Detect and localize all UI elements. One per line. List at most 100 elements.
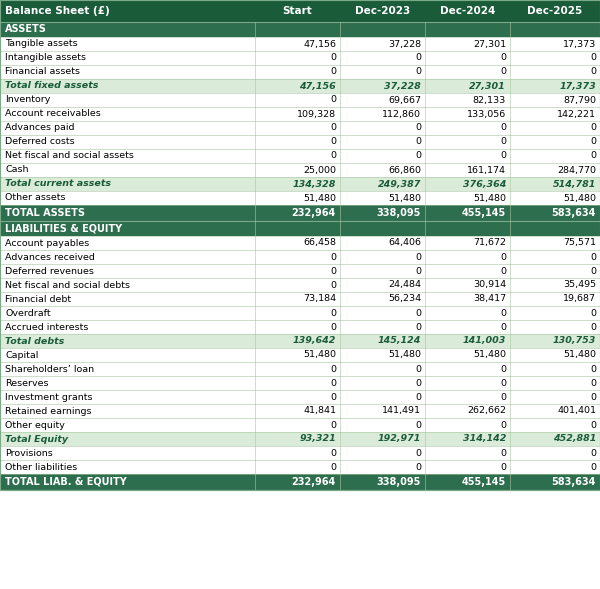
Text: 0: 0 bbox=[415, 379, 421, 388]
Text: 141,491: 141,491 bbox=[382, 406, 421, 415]
Text: 232,964: 232,964 bbox=[292, 208, 336, 218]
Text: 66,860: 66,860 bbox=[388, 166, 421, 174]
Text: 0: 0 bbox=[590, 309, 596, 317]
Text: 0: 0 bbox=[330, 421, 336, 429]
Text: 112,860: 112,860 bbox=[382, 110, 421, 118]
Text: 262,662: 262,662 bbox=[467, 406, 506, 415]
Text: 30,914: 30,914 bbox=[473, 280, 506, 290]
Text: 0: 0 bbox=[415, 54, 421, 62]
Bar bbox=[0, 320, 600, 334]
Text: 0: 0 bbox=[330, 68, 336, 77]
Text: 0: 0 bbox=[415, 448, 421, 458]
Text: 0: 0 bbox=[415, 68, 421, 77]
Text: Investment grants: Investment grants bbox=[5, 392, 92, 402]
Text: 0: 0 bbox=[500, 365, 506, 373]
Text: Cash: Cash bbox=[5, 166, 29, 174]
Bar bbox=[0, 236, 600, 250]
Text: Account receivables: Account receivables bbox=[5, 110, 101, 118]
Text: 56,234: 56,234 bbox=[388, 294, 421, 303]
Text: 73,184: 73,184 bbox=[303, 294, 336, 303]
Bar bbox=[0, 432, 600, 446]
Bar bbox=[0, 306, 600, 320]
Text: 0: 0 bbox=[500, 68, 506, 77]
Text: 0: 0 bbox=[590, 54, 596, 62]
Text: 109,328: 109,328 bbox=[297, 110, 336, 118]
Text: Financial debt: Financial debt bbox=[5, 294, 71, 303]
Text: 0: 0 bbox=[415, 365, 421, 373]
Bar bbox=[0, 390, 600, 404]
Text: 0: 0 bbox=[330, 280, 336, 290]
Text: 0: 0 bbox=[500, 392, 506, 402]
Text: 27,301: 27,301 bbox=[473, 39, 506, 48]
Text: 37,228: 37,228 bbox=[388, 39, 421, 48]
Text: 314,142: 314,142 bbox=[463, 435, 506, 444]
Text: 51,480: 51,480 bbox=[563, 194, 596, 203]
Text: 0: 0 bbox=[590, 137, 596, 147]
Bar bbox=[0, 121, 600, 135]
Text: 0: 0 bbox=[590, 448, 596, 458]
Bar bbox=[0, 135, 600, 149]
Text: Dec-2024: Dec-2024 bbox=[440, 6, 495, 16]
Text: Other liabilities: Other liabilities bbox=[5, 462, 77, 472]
Text: 27,301: 27,301 bbox=[469, 81, 506, 91]
Text: 0: 0 bbox=[415, 421, 421, 429]
Text: Net fiscal and social debts: Net fiscal and social debts bbox=[5, 280, 130, 290]
Text: 455,145: 455,145 bbox=[462, 208, 506, 218]
Text: 0: 0 bbox=[330, 137, 336, 147]
Text: 161,174: 161,174 bbox=[467, 166, 506, 174]
Text: Balance Sheet (£): Balance Sheet (£) bbox=[5, 6, 110, 16]
Text: 141,003: 141,003 bbox=[463, 336, 506, 346]
Text: ASSETS: ASSETS bbox=[5, 25, 47, 35]
Text: Deferred costs: Deferred costs bbox=[5, 137, 74, 147]
Text: 284,770: 284,770 bbox=[557, 166, 596, 174]
Bar bbox=[0, 93, 600, 107]
Text: 0: 0 bbox=[590, 379, 596, 388]
Text: 51,480: 51,480 bbox=[303, 350, 336, 359]
Text: 51,480: 51,480 bbox=[303, 194, 336, 203]
Text: Tangible assets: Tangible assets bbox=[5, 39, 77, 48]
Text: 37,228: 37,228 bbox=[384, 81, 421, 91]
Text: Dec-2023: Dec-2023 bbox=[355, 6, 410, 16]
Text: 24,484: 24,484 bbox=[388, 280, 421, 290]
Bar bbox=[0, 446, 600, 460]
Text: Retained earnings: Retained earnings bbox=[5, 406, 91, 415]
Text: 130,753: 130,753 bbox=[553, 336, 596, 346]
Text: Financial assets: Financial assets bbox=[5, 68, 80, 77]
Text: 0: 0 bbox=[500, 151, 506, 160]
Text: 87,790: 87,790 bbox=[563, 95, 596, 104]
Bar bbox=[0, 177, 600, 191]
Bar bbox=[0, 404, 600, 418]
Text: 19,687: 19,687 bbox=[563, 294, 596, 303]
Text: Deferred revenues: Deferred revenues bbox=[5, 266, 94, 276]
Text: 0: 0 bbox=[500, 323, 506, 332]
Text: 0: 0 bbox=[500, 253, 506, 262]
Text: 0: 0 bbox=[500, 421, 506, 429]
Text: 0: 0 bbox=[330, 253, 336, 262]
Text: Net fiscal and social assets: Net fiscal and social assets bbox=[5, 151, 134, 160]
Text: 17,373: 17,373 bbox=[559, 81, 596, 91]
Text: 0: 0 bbox=[330, 379, 336, 388]
Text: 0: 0 bbox=[330, 448, 336, 458]
Bar bbox=[0, 250, 600, 264]
Bar bbox=[0, 334, 600, 348]
Text: 0: 0 bbox=[330, 309, 336, 317]
Text: 0: 0 bbox=[330, 266, 336, 276]
Text: 455,145: 455,145 bbox=[462, 477, 506, 487]
Text: 452,881: 452,881 bbox=[553, 435, 596, 444]
Text: 38,417: 38,417 bbox=[473, 294, 506, 303]
Text: Dec-2025: Dec-2025 bbox=[527, 6, 583, 16]
Bar bbox=[0, 191, 600, 205]
Text: TOTAL ASSETS: TOTAL ASSETS bbox=[5, 208, 85, 218]
Text: Other assets: Other assets bbox=[5, 194, 65, 203]
Text: 0: 0 bbox=[330, 151, 336, 160]
Text: 583,634: 583,634 bbox=[551, 208, 596, 218]
Text: 0: 0 bbox=[415, 137, 421, 147]
Text: 0: 0 bbox=[500, 309, 506, 317]
Text: 0: 0 bbox=[330, 124, 336, 133]
Bar bbox=[0, 278, 600, 292]
Text: 0: 0 bbox=[590, 151, 596, 160]
Text: Reserves: Reserves bbox=[5, 379, 49, 388]
Bar bbox=[0, 149, 600, 163]
Text: 0: 0 bbox=[415, 462, 421, 472]
Text: Intangible assets: Intangible assets bbox=[5, 54, 86, 62]
